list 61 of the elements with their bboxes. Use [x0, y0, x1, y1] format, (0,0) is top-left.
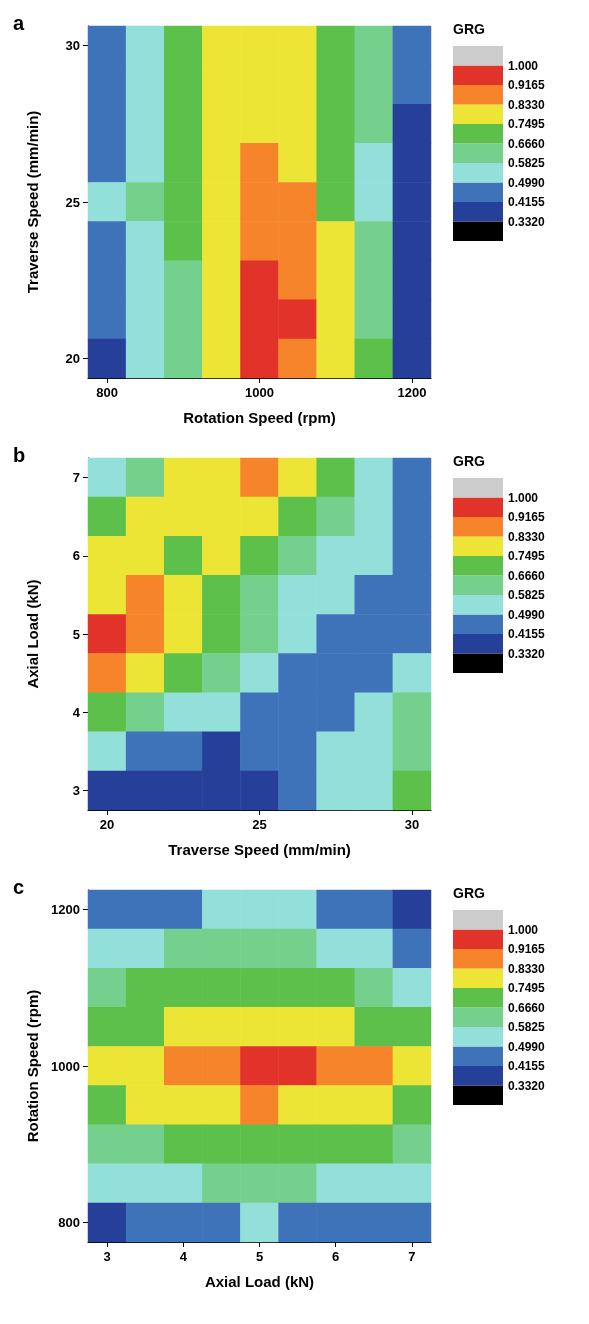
color-bar-label: 0.9165	[508, 942, 546, 956]
x-tick-label: 20	[99, 817, 115, 832]
y-tick-label: 7	[72, 470, 80, 486]
y-tick-label: 6	[72, 548, 80, 564]
color-bar-label: 0.4155	[508, 1059, 546, 1073]
color-bar-label: 0.7495	[508, 117, 546, 131]
x-tick-label: 30	[404, 817, 420, 832]
color-bar-title: GRG	[453, 453, 485, 469]
y-tick-label: 5	[72, 626, 80, 642]
y-tick-label: 800	[58, 1214, 80, 1230]
color-bar-label: 0.4155	[508, 627, 546, 641]
color-bar-label: 0.9165	[508, 510, 546, 524]
color-bar-label: 1.000	[508, 922, 539, 937]
color-bar-label: 0.5825	[508, 156, 546, 170]
x-tick-label: 7	[408, 1249, 416, 1264]
x-axis-title: Rotation Speed (rpm)	[183, 409, 336, 426]
x-tick-label: 25	[252, 817, 267, 832]
y-tick-label: 1000	[51, 1058, 80, 1074]
color-bar-label: 0.4990	[508, 607, 546, 622]
color-bar-label: 0.5825	[508, 588, 546, 602]
chart-title: a	[13, 12, 25, 34]
x-tick-label: 5	[255, 1249, 264, 1264]
color-bar-label: 0.4990	[508, 1039, 546, 1054]
x-axis-title: Axial Load (kN)	[204, 1273, 315, 1290]
color-bar-label: 0.3320	[508, 646, 546, 661]
color-bar-label: 0.5825	[508, 1020, 546, 1034]
color-bar-label: 0.6660	[508, 568, 546, 583]
color-bar-label: 0.7495	[508, 549, 546, 563]
color-bar-label: 0.8330	[508, 97, 546, 112]
color-bar-label: 0.4155	[508, 195, 546, 209]
y-axis-title: Traverse Speed (mm/min)	[24, 110, 41, 294]
color-bar-label: 1.000	[508, 58, 539, 73]
y-tick-label: 20	[65, 350, 80, 366]
y-tick-label: 30	[65, 38, 80, 54]
y-axis-title: Axial Load (kN)	[24, 579, 41, 689]
y-axis-title: Rotation Speed (rpm)	[24, 989, 41, 1143]
color-bar-label: 0.4990	[508, 175, 546, 190]
x-tick-label: 6	[332, 1249, 340, 1264]
x-tick-label: 800	[96, 385, 118, 400]
y-tick-label: 1200	[51, 902, 80, 918]
color-bar-label: 0.7495	[508, 981, 546, 995]
color-bar-label: 0.9165	[508, 78, 546, 92]
color-bar-label: 0.3320	[508, 1078, 546, 1093]
color-bar-label: 0.8330	[508, 961, 546, 976]
x-tick-label: 1200	[397, 385, 427, 400]
color-bar-label: 0.6660	[508, 1000, 546, 1015]
y-tick-label: 25	[65, 194, 80, 210]
y-tick-label: 4	[72, 704, 81, 720]
x-tick-label: 3	[103, 1249, 111, 1264]
chart-title: b	[13, 444, 26, 466]
color-bar-title: GRG	[453, 21, 485, 37]
color-bar-label: 0.3320	[508, 214, 546, 229]
color-bar-label: 0.8330	[508, 529, 546, 544]
x-tick-label: 1000	[245, 385, 274, 400]
color-bar-title: GRG	[453, 885, 485, 901]
x-tick-label: 4	[179, 1249, 188, 1264]
x-axis-title: Traverse Speed (mm/min)	[168, 841, 351, 858]
y-tick-label: 3	[72, 782, 80, 798]
color-bar-label: 0.6660	[508, 136, 546, 151]
chart-title: c	[13, 876, 25, 898]
color-bar-label: 1.000	[508, 490, 539, 505]
